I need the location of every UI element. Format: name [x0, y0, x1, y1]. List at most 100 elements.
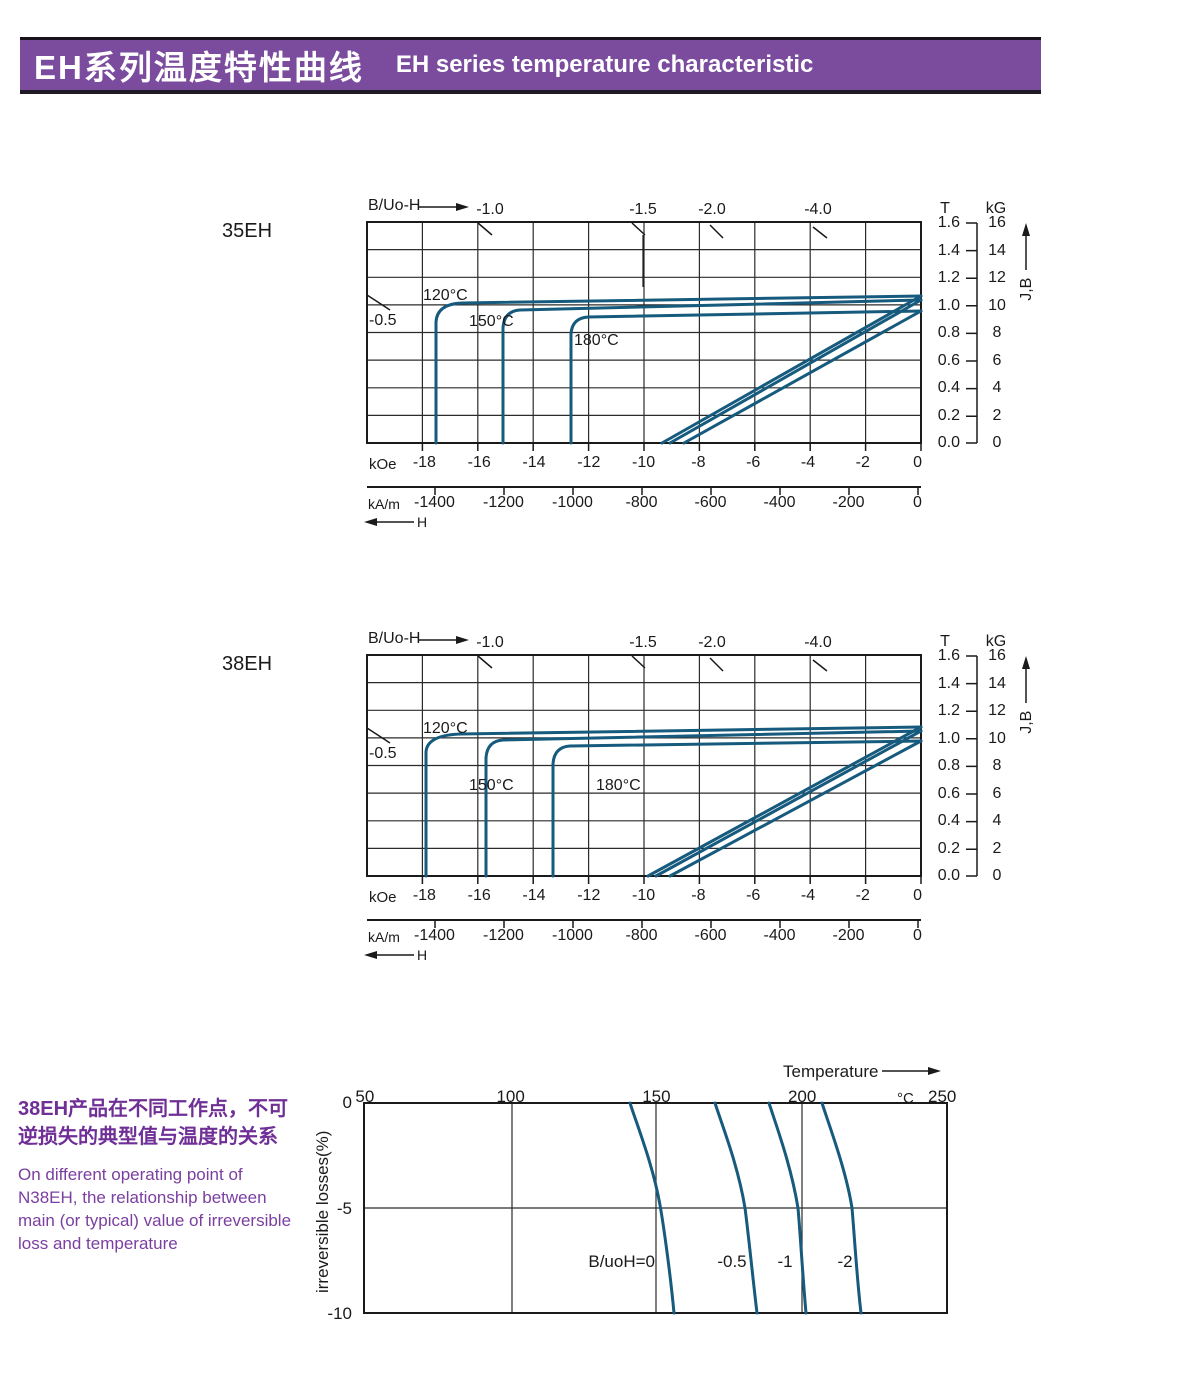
page-title-en: EH series temperature characteristic	[395, 51, 814, 78]
tick-label: 50	[355, 1087, 375, 1106]
tick-label: -2	[855, 454, 870, 471]
note-zh-line2: 逆损失的典型值与温度的关系	[18, 1126, 278, 1148]
curve-buoh-1	[767, 1101, 808, 1315]
h-arrow-head-icon	[364, 951, 377, 959]
tick-label: 0	[342, 1093, 352, 1112]
tick-label: 12	[988, 702, 1006, 719]
tick-label: 150	[642, 1087, 671, 1106]
tick-label: 10	[988, 296, 1006, 314]
curve-120c-j	[434, 294, 923, 445]
tesla-tick-column: 1.6 1.4 1.2 1.0 0.8 0.6 0.4 0.2 0.0	[908, 647, 960, 885]
note-en-line3: main (or typical) value of irreversible	[18, 1211, 292, 1230]
tick-label: -16	[467, 454, 491, 471]
curve-buoh-0p5	[713, 1101, 759, 1315]
bh-chart-35eh: 35EH B/Uo-H -1.0 -1.5 -2.0 -4.0 -0.5 120…	[0, 192, 1200, 552]
h-axis-label: H	[417, 514, 428, 530]
curve-buoh-0	[628, 1101, 676, 1315]
page-title-zh: EH系列温度特性曲线	[34, 49, 364, 86]
tick-label: 12	[988, 269, 1006, 286]
grade-label: 35EH	[222, 220, 273, 242]
tick-label: 1.0	[937, 729, 960, 747]
note-en: On different operating point of N38EH, t…	[18, 1163, 298, 1255]
tick-label: -12	[577, 454, 601, 471]
kg-unit-label: kG	[985, 200, 1007, 217]
tick-label: 0.2	[937, 406, 960, 424]
tick-label: 0.6	[937, 784, 960, 802]
tick-label: 10	[988, 729, 1006, 747]
tick-label: -14	[522, 887, 546, 904]
koe-axis-ticks	[421, 876, 922, 884]
tick-label: -1200	[483, 927, 524, 944]
tick-label: -16	[467, 887, 491, 904]
tick-label: -12	[577, 887, 601, 904]
tick-label: -200	[832, 494, 865, 511]
buoh-arrow-head-icon	[456, 636, 469, 644]
tick-label: 0.8	[937, 757, 960, 774]
h-axis-label: H	[417, 947, 428, 963]
tick-label: -10	[632, 887, 656, 904]
tick-label: -10	[327, 1304, 352, 1323]
note-en-line4: loss and temperature	[18, 1234, 178, 1253]
tick-label: -200	[832, 927, 865, 944]
kam-axis-ticks	[434, 920, 919, 928]
celsius-unit-label: °C	[897, 1090, 914, 1107]
tick-label: 0	[992, 867, 1002, 884]
note-zh-line1: 38EH产品在不同工作点，不可	[18, 1098, 289, 1120]
tick-label: -400	[763, 494, 796, 511]
tick-label: 0.4	[937, 812, 960, 829]
tick-label: -600	[694, 494, 727, 511]
curve-label-buoh-1: -1	[777, 1252, 793, 1271]
tick-label: 1.6	[937, 647, 960, 664]
loss-chart-n38eh: Temperature 50 100 150 200 °C 250 0 -5 -10 ir…	[0, 1050, 1200, 1383]
tick-label: 0.0	[937, 867, 960, 884]
curve-150c-j	[484, 729, 923, 878]
load-line-label: -2.0	[698, 201, 726, 218]
temp-curve-label: 180°C	[596, 777, 641, 794]
curve-180c-b	[668, 739, 923, 878]
tick-label: 0.4	[937, 379, 960, 396]
tick-label: 4	[992, 812, 1002, 829]
tick-label: 1.4	[937, 674, 960, 692]
bh-chart-38eh-plot	[364, 636, 1030, 959]
kam-axis-ticks	[434, 487, 919, 495]
curve-120c-b	[646, 725, 923, 878]
note-en-line2: N38EH, the relationship between	[18, 1188, 267, 1207]
demagnetization-curves	[424, 725, 923, 878]
tick-label: -1000	[552, 927, 593, 944]
tesla-unit-label: T	[940, 200, 950, 217]
kam-unit-label: kA/m	[368, 929, 400, 945]
load-line-label-left: -0.5	[369, 745, 397, 762]
bh-chart-35eh-plot	[364, 203, 1030, 526]
temperature-tick-row: 50 100 150 200	[292, 1087, 875, 1107]
loss-chart-plot	[363, 1067, 948, 1315]
tick-label: 16	[988, 214, 1006, 231]
tick-label: -800	[625, 927, 658, 944]
tick-label: 2	[992, 406, 1002, 424]
curve-120c-b	[660, 294, 923, 445]
bh-chart-38eh: 38EH B/Uo-H -1.0 -1.5 -2.0 -4.0 -0.5 120…	[0, 625, 1200, 985]
tick-label: 1.4	[937, 241, 960, 259]
tick-label: -5	[336, 1198, 352, 1218]
tick-label: -10	[632, 454, 656, 471]
load-line-label: -4.0	[804, 634, 832, 651]
curve-180c-j	[569, 309, 923, 445]
kam-tick-row: -1400 -1200 -1000 -800 -600 -400 -200 0	[400, 494, 952, 512]
tick-label: 0	[913, 887, 923, 904]
tick-label: -8	[691, 887, 706, 904]
tick-label: 2	[992, 839, 1002, 857]
h-arrow-head-icon	[364, 518, 377, 526]
tick-label: -800	[625, 494, 658, 511]
curve-label-buoh-0p5: -0.5	[717, 1252, 747, 1271]
curve-150c-b	[654, 729, 923, 878]
kg-tick-column: 16 14 12 10 8 6 4 2 0	[980, 214, 1014, 452]
tick-label: 8	[992, 757, 1002, 774]
tick-label: 14	[988, 241, 1006, 259]
note-zh: 38EH产品在不同工作点，不可 逆损失的典型值与温度的关系	[18, 1095, 298, 1151]
demagnetization-curves	[434, 294, 923, 445]
load-line-ticks	[366, 655, 828, 744]
note-block: 38EH产品在不同工作点，不可 逆损失的典型值与温度的关系 On differe…	[18, 1095, 298, 1255]
tick-label: 0.6	[937, 351, 960, 369]
tick-label: 1.6	[937, 214, 960, 231]
tick-label: -1400	[414, 494, 455, 511]
